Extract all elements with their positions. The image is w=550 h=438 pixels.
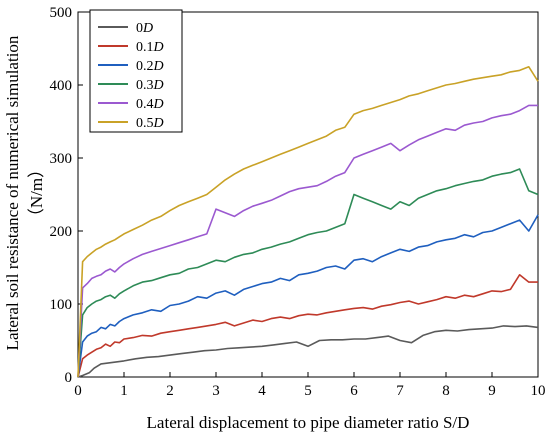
legend-label-3: 0.3D <box>136 78 164 93</box>
legend-label-5: 0.5D <box>136 116 164 131</box>
x-tick-label: 0 <box>74 383 82 399</box>
y-tick-label: 400 <box>50 78 73 94</box>
x-tick-label: 4 <box>258 383 266 399</box>
series-lines <box>77 66 539 378</box>
y-tick-label: 200 <box>50 224 73 240</box>
legend-label-2: 0.2D <box>136 59 164 74</box>
series-line-2 <box>77 214 539 378</box>
x-tick-label: 9 <box>488 383 496 399</box>
x-tick-label: 10 <box>531 383 546 399</box>
y-axis-unit: （N/m） <box>27 161 46 225</box>
x-tick-label: 5 <box>304 383 312 399</box>
series-line-3 <box>77 168 539 378</box>
x-tick-label: 6 <box>350 383 358 399</box>
series-line-1 <box>77 273 538 378</box>
x-tick-label: 2 <box>166 383 174 399</box>
series-line-0 <box>77 325 539 378</box>
legend-label-4: 0.4D <box>136 97 164 112</box>
x-tick-label: 3 <box>212 383 220 399</box>
y-tick-label: 0 <box>65 370 73 386</box>
legend-box <box>89 9 183 133</box>
y-tick-label: 500 <box>50 5 73 21</box>
legend: 0D 0.1D 0.2D 0.3D 0.4D 0.5D <box>89 9 183 133</box>
y-axis-label: Lateral soil resistance of numerical sim… <box>3 35 22 350</box>
series-line-5 <box>77 66 539 378</box>
legend-label-1: 0.1D <box>136 40 164 55</box>
x-tick-label: 7 <box>396 383 404 399</box>
series-line-4 <box>77 104 538 378</box>
legend-label-0: 0D <box>136 21 153 36</box>
y-tick-label: 300 <box>50 151 73 167</box>
x-tick-label: 8 <box>442 383 450 399</box>
y-tick-label: 100 <box>50 297 73 313</box>
x-axis-label: Lateral displacement to pipe diameter ra… <box>147 413 470 432</box>
x-tick-label: 1 <box>120 383 128 399</box>
